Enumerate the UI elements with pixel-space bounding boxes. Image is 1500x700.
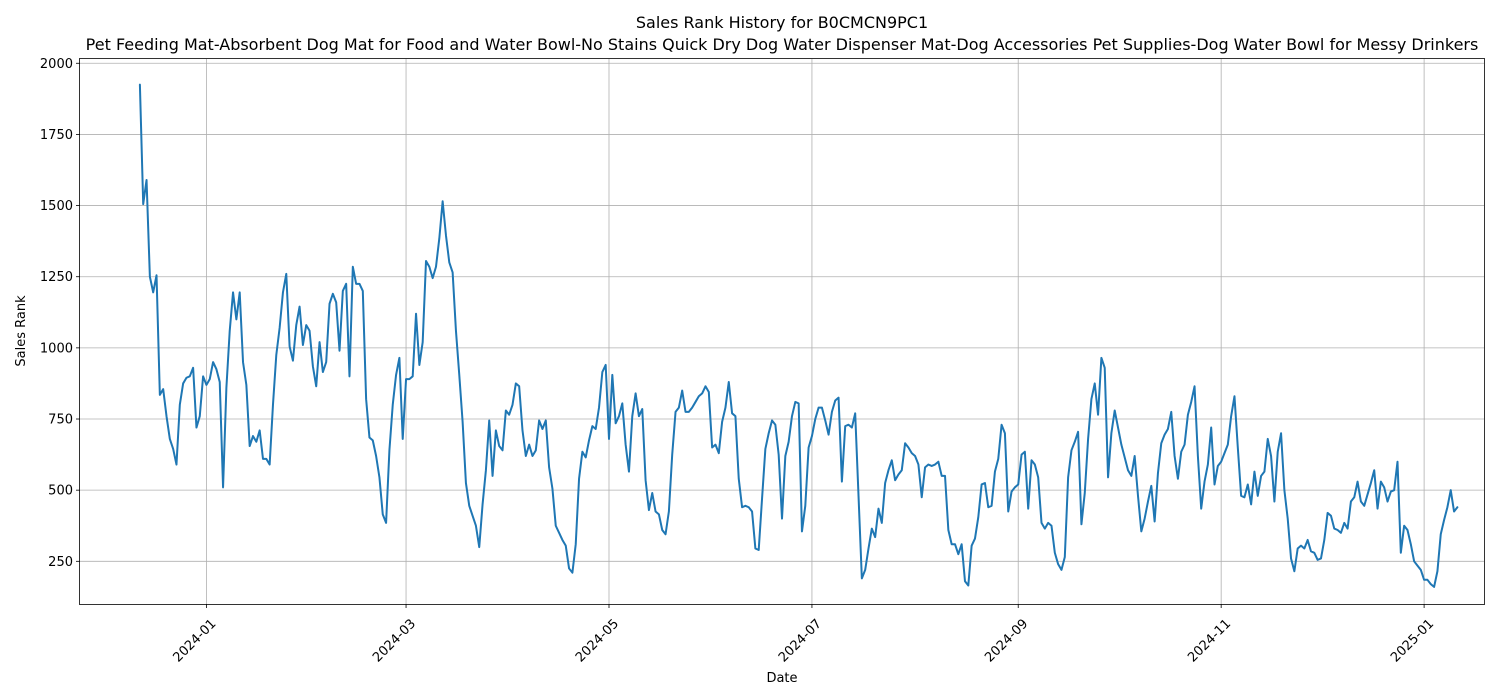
x-tick-label: 2024-05 xyxy=(573,616,622,665)
x-tick-label: 2024-07 xyxy=(776,616,825,665)
y-axis: 250 500 750 1000 1250 1500 1750 2000 xyxy=(40,57,80,570)
y-tick-label: 1500 xyxy=(40,199,73,214)
sales-rank-line xyxy=(138,83,1459,588)
x-tick-label: 2024-03 xyxy=(370,616,419,665)
y-tick-label: 750 xyxy=(48,413,73,428)
x-axis: 2024-01 2024-03 2024-05 2024-07 2024-09 2024-… xyxy=(170,604,1437,665)
chart-title: Sales Rank History for B0CMCN9PC1 xyxy=(636,13,928,32)
chart-subtitle: Pet Feeding Mat-Absorbent Dog Mat for Fo… xyxy=(86,35,1479,54)
y-tick-label: 500 xyxy=(48,484,73,499)
y-axis-label: Sales Rank xyxy=(14,295,29,367)
grid-lines xyxy=(80,59,1484,604)
y-tick-label: 1750 xyxy=(40,128,73,143)
x-tick-label: 2024-09 xyxy=(982,616,1031,665)
x-tick-label: 2025-01 xyxy=(1388,616,1437,665)
y-tick-label: 250 xyxy=(48,555,73,570)
plot-frame xyxy=(79,58,1485,605)
x-tick-label: 2024-01 xyxy=(170,616,219,665)
x-tick-label: 2024-11 xyxy=(1185,616,1234,665)
x-axis-label: Date xyxy=(766,671,797,686)
series-layer xyxy=(138,83,1459,588)
y-tick-label: 1000 xyxy=(40,341,73,356)
y-tick-label: 2000 xyxy=(40,57,73,72)
y-tick-label: 1250 xyxy=(40,270,73,285)
